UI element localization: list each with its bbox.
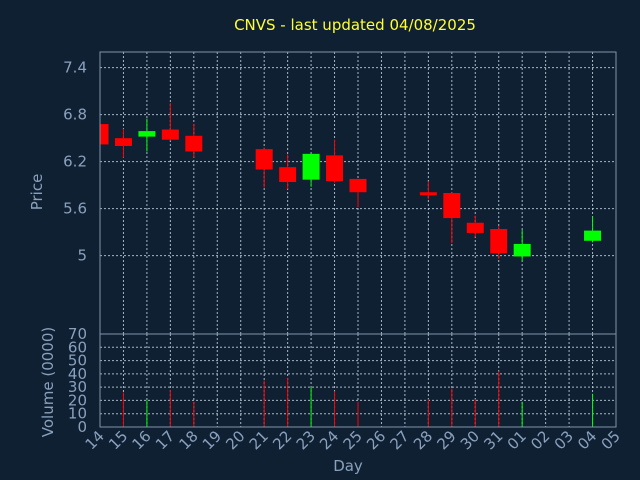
- x-tick-label: 19: [199, 427, 225, 453]
- x-tick-label: 23: [293, 427, 319, 453]
- candle-body: [100, 124, 109, 145]
- candle-body: [349, 178, 367, 193]
- candle-body: [279, 167, 297, 183]
- candle-body: [138, 131, 156, 137]
- x-tick-label: 26: [363, 427, 389, 453]
- volume-y-tick-label: 10: [68, 405, 87, 423]
- candle-body: [443, 193, 461, 219]
- x-axis-label: Day: [333, 457, 363, 475]
- candle-body: [490, 229, 508, 254]
- x-tick-label: 18: [175, 427, 201, 453]
- volume-y-tick-label: 40: [68, 365, 87, 383]
- candle-body: [114, 138, 132, 146]
- volume-panel-frame: [99, 333, 617, 428]
- panel-frames: [99, 51, 617, 428]
- price-y-tick-label: 5: [77, 247, 87, 265]
- x-tick-label: 25: [340, 427, 366, 453]
- x-tick-label: 22: [269, 427, 295, 453]
- volume-y-tick-label: 50: [68, 352, 87, 370]
- candle-body: [466, 222, 484, 233]
- candle-body: [302, 153, 320, 180]
- volume-y-tick-label: 30: [68, 378, 87, 396]
- candle-body: [584, 230, 602, 241]
- volume-y-tick-label: 70: [68, 325, 87, 343]
- volume-y-tick-label: 20: [68, 391, 87, 409]
- x-tick-label: 01: [504, 427, 530, 453]
- volume-bars: [122, 371, 594, 427]
- candle-body: [419, 192, 437, 196]
- volume-y-tick-label: 60: [68, 338, 87, 356]
- x-tick-label: 28: [410, 427, 436, 453]
- candle-body: [185, 135, 203, 152]
- x-tick-label: 29: [433, 427, 459, 453]
- chart-title: CNVS - last updated 04/08/2025: [234, 16, 476, 34]
- price-y-tick-label: 6.2: [63, 153, 87, 171]
- x-tick-label: 27: [387, 427, 413, 453]
- price-y-tick-label: 6.8: [63, 106, 87, 124]
- x-tick-label: 30: [457, 427, 483, 453]
- x-tick-label: 20: [222, 427, 248, 453]
- x-tick-labels: 1415161718192021222324252627282930310102…: [82, 427, 624, 453]
- candle-body: [255, 149, 273, 170]
- price-axis-label: Price: [28, 174, 46, 211]
- x-tick-label: 05: [598, 427, 624, 453]
- x-tick-label: 21: [246, 427, 272, 453]
- x-tick-label: 31: [480, 427, 506, 453]
- candle-body: [161, 129, 179, 140]
- x-tick-label: 17: [152, 427, 178, 453]
- candle-body: [513, 243, 531, 257]
- x-tick-label: 02: [527, 427, 553, 453]
- price-y-tick-label: 7.4: [63, 59, 87, 77]
- x-tick-label: 03: [551, 427, 577, 453]
- volume-axis-label: Volume (0000): [39, 327, 57, 437]
- price-candles: [99, 102, 602, 262]
- candle-body: [326, 155, 344, 182]
- x-tick-label: 16: [129, 427, 155, 453]
- price-y-tick-label: 5.6: [63, 200, 87, 218]
- x-tick-label: 04: [574, 427, 600, 453]
- x-tick-label: 24: [316, 427, 342, 453]
- x-tick-label: 15: [105, 427, 131, 453]
- price-y-tick-labels: 5 5.6 6.2 6.8 7.4: [63, 59, 87, 265]
- volume-y-tick-label: 0: [77, 418, 87, 436]
